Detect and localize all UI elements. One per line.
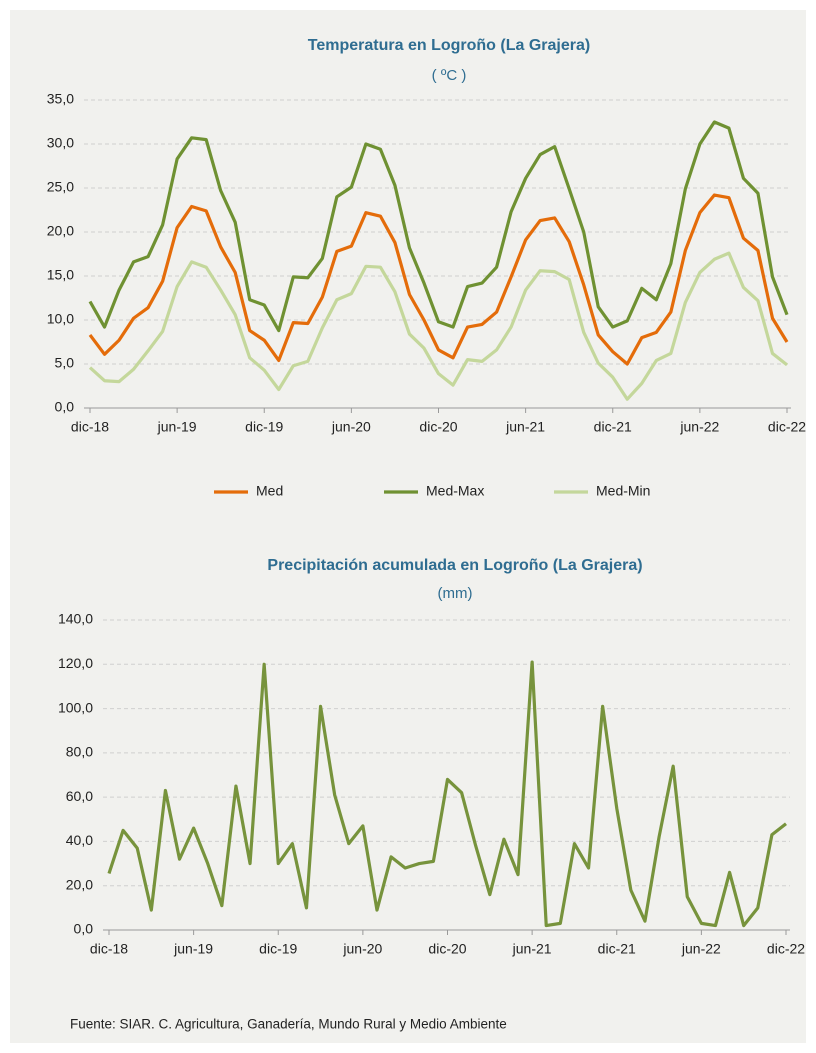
y-tick-label: 20,0 [66,876,93,892]
series-line [107,660,787,928]
chart-title: Temperatura en Logroño (La Grajera) [308,37,590,54]
chart-subtitle: (mm) [438,585,473,602]
x-tick-label: jun-19 [173,941,213,957]
legend-label: Med-Max [426,483,484,499]
y-tick-label: 10,0 [47,311,74,327]
x-tick-label: jun-20 [342,941,382,957]
y-tick-label: 120,0 [58,655,93,671]
y-tick-label: 60,0 [66,788,93,804]
x-tick-label: dic-19 [245,419,283,435]
series-line [88,193,789,366]
x-tick-label: dic-19 [259,941,297,957]
y-tick-label: 30,0 [47,135,74,151]
chart-subtitle: ( ºC ) [432,67,467,84]
series-line [88,251,788,401]
y-tick-label: 140,0 [58,611,93,627]
x-tick-label: jun-19 [157,419,197,435]
legend-label: Med-Min [596,483,650,499]
y-tick-label: 0,0 [55,399,75,415]
legend-label: Med [256,483,283,499]
x-tick-label: jun-20 [331,419,371,435]
footer: Fuente: SIAR. C. Agricultura, Ganadería,… [70,1017,507,1032]
y-tick-label: 0,0 [74,921,94,937]
y-tick-label: 15,0 [47,267,74,283]
x-tick-label: jun-22 [679,419,719,435]
y-tick-label: 80,0 [66,744,93,760]
y-tick-label: 40,0 [66,832,93,848]
chart-title: Precipitación acumulada en Logroño (La G… [267,557,642,574]
x-tick-label: dic-21 [598,941,636,957]
y-tick-label: 100,0 [58,699,93,715]
series-line [88,120,789,333]
y-tick-label: 35,0 [47,91,74,107]
y-tick-label: 5,0 [55,355,75,371]
x-tick-label: dic-22 [768,419,806,435]
x-tick-label: jun-22 [681,941,721,957]
y-tick-label: 25,0 [47,179,74,195]
x-tick-label: jun-21 [505,419,545,435]
x-tick-label: dic-20 [428,941,466,957]
x-tick-label: dic-18 [71,419,109,435]
x-tick-label: dic-21 [594,419,632,435]
x-tick-label: jun-21 [512,941,552,957]
x-tick-label: dic-22 [767,941,805,957]
y-tick-label: 20,0 [47,223,74,239]
x-tick-label: dic-18 [90,941,128,957]
x-tick-label: dic-20 [419,419,457,435]
